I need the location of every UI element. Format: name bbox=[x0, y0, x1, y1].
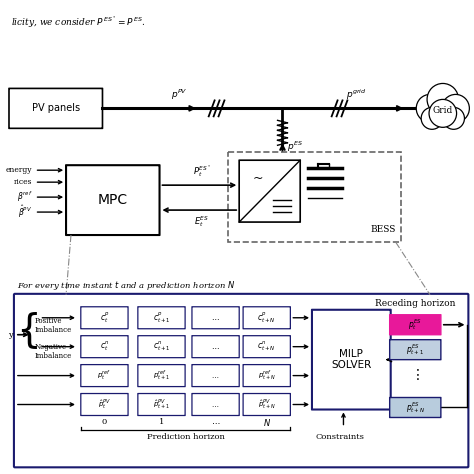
Circle shape bbox=[443, 108, 465, 129]
Text: $p_{t+N}^{ref}$: $p_{t+N}^{ref}$ bbox=[258, 369, 276, 383]
FancyBboxPatch shape bbox=[243, 307, 291, 329]
FancyBboxPatch shape bbox=[239, 160, 300, 222]
Bar bbox=[228, 152, 401, 242]
Text: $c_t^n$: $c_t^n$ bbox=[100, 340, 109, 354]
Text: BESS: BESS bbox=[370, 225, 396, 234]
FancyBboxPatch shape bbox=[81, 307, 128, 329]
Text: For every time instant $t$ and a prediction horizon $N$: For every time instant $t$ and a predict… bbox=[17, 279, 235, 292]
Text: $p_{t+1}^{ES}$: $p_{t+1}^{ES}$ bbox=[406, 342, 424, 357]
Circle shape bbox=[429, 100, 456, 128]
Text: $\hat{p}_t^{PV}$: $\hat{p}_t^{PV}$ bbox=[98, 398, 111, 411]
Text: Receding horizon: Receding horizon bbox=[375, 299, 456, 308]
Text: $p_{t+1}^{ref}$: $p_{t+1}^{ref}$ bbox=[153, 369, 170, 383]
Text: $\cdots$: $\cdots$ bbox=[211, 313, 220, 322]
Circle shape bbox=[421, 108, 443, 129]
Text: $c_t^p$: $c_t^p$ bbox=[100, 310, 109, 325]
Circle shape bbox=[442, 94, 469, 122]
Text: Negative: Negative bbox=[35, 343, 67, 351]
Text: $\cdots$: $\cdots$ bbox=[211, 401, 219, 408]
FancyBboxPatch shape bbox=[390, 315, 441, 335]
FancyBboxPatch shape bbox=[9, 89, 102, 128]
Text: ~: ~ bbox=[252, 172, 263, 185]
Text: y: y bbox=[8, 331, 13, 339]
Text: $\vdots$: $\vdots$ bbox=[410, 367, 420, 382]
Text: Imbalance: Imbalance bbox=[35, 352, 72, 360]
Text: $c_{t+N}^n$: $c_{t+N}^n$ bbox=[257, 340, 276, 354]
Text: $c_{t+N}^p$: $c_{t+N}^p$ bbox=[257, 310, 276, 325]
Text: energy: energy bbox=[6, 166, 33, 174]
Circle shape bbox=[427, 83, 458, 115]
FancyBboxPatch shape bbox=[243, 393, 291, 416]
FancyBboxPatch shape bbox=[66, 165, 160, 235]
FancyBboxPatch shape bbox=[192, 336, 239, 358]
Text: $c_{t+1}^p$: $c_{t+1}^p$ bbox=[153, 310, 170, 325]
Text: {: { bbox=[16, 311, 41, 349]
FancyBboxPatch shape bbox=[192, 393, 239, 416]
Text: MILP
SOLVER: MILP SOLVER bbox=[331, 349, 372, 371]
Text: Grid: Grid bbox=[433, 106, 453, 115]
FancyBboxPatch shape bbox=[138, 307, 185, 329]
Text: $\cdots$: $\cdots$ bbox=[211, 373, 219, 379]
Text: $\cdots$: $\cdots$ bbox=[211, 419, 220, 427]
Text: $\hat{\beta}^{PV}$: $\hat{\beta}^{PV}$ bbox=[18, 204, 33, 220]
Text: $E_t^{ES}$: $E_t^{ES}$ bbox=[194, 214, 210, 229]
FancyBboxPatch shape bbox=[81, 393, 128, 416]
FancyBboxPatch shape bbox=[192, 365, 239, 387]
Text: $p^{PV}$: $p^{PV}$ bbox=[171, 88, 188, 102]
Text: Imbalance: Imbalance bbox=[35, 326, 72, 334]
FancyBboxPatch shape bbox=[138, 365, 185, 387]
Text: $p_t^{ES}$: $p_t^{ES}$ bbox=[408, 317, 422, 332]
FancyBboxPatch shape bbox=[138, 336, 185, 358]
FancyBboxPatch shape bbox=[243, 365, 291, 387]
Text: PV panels: PV panels bbox=[32, 103, 80, 113]
Text: $p_t^{ref}$: $p_t^{ref}$ bbox=[97, 369, 111, 383]
FancyBboxPatch shape bbox=[243, 336, 291, 358]
Text: $N$: $N$ bbox=[263, 417, 271, 428]
Text: Constraints: Constraints bbox=[315, 433, 364, 441]
FancyBboxPatch shape bbox=[390, 340, 441, 360]
FancyBboxPatch shape bbox=[312, 310, 391, 410]
Text: $\hat{p}_{t+1}^{PV}$: $\hat{p}_{t+1}^{PV}$ bbox=[153, 398, 170, 411]
Text: $\hat{p}_{t+N}^{PV}$: $\hat{p}_{t+N}^{PV}$ bbox=[258, 398, 276, 411]
Text: rices: rices bbox=[14, 178, 33, 186]
FancyBboxPatch shape bbox=[81, 336, 128, 358]
Text: $\cdots$: $\cdots$ bbox=[211, 342, 220, 351]
Text: 1: 1 bbox=[159, 419, 164, 427]
Circle shape bbox=[416, 94, 444, 122]
FancyBboxPatch shape bbox=[81, 365, 128, 387]
Text: Prediction horizon: Prediction horizon bbox=[146, 433, 225, 441]
Text: MPC: MPC bbox=[98, 193, 128, 207]
Text: $c_{t+1}^n$: $c_{t+1}^n$ bbox=[153, 340, 170, 354]
Text: licity, we consider $P^{ES^*} = P^{ES}$.: licity, we consider $P^{ES^*} = P^{ES}$. bbox=[11, 15, 146, 30]
FancyBboxPatch shape bbox=[192, 307, 239, 329]
Text: $P_t^{ES^*}$: $P_t^{ES^*}$ bbox=[192, 163, 211, 179]
Text: $p^{grid}$: $p^{grid}$ bbox=[346, 88, 366, 102]
FancyBboxPatch shape bbox=[390, 398, 441, 418]
Text: $p_{t+N}^{ES}$: $p_{t+N}^{ES}$ bbox=[406, 400, 425, 415]
Text: $\beta^{ref}$: $\beta^{ref}$ bbox=[17, 190, 33, 204]
FancyBboxPatch shape bbox=[138, 393, 185, 416]
Text: Positive: Positive bbox=[35, 317, 62, 325]
Text: 0: 0 bbox=[102, 419, 107, 427]
FancyBboxPatch shape bbox=[14, 294, 468, 467]
Text: $p^{ES}$: $p^{ES}$ bbox=[287, 140, 303, 155]
